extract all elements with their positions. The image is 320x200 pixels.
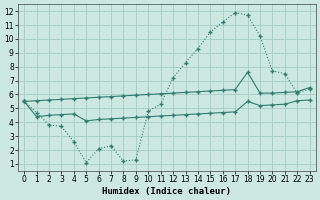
X-axis label: Humidex (Indice chaleur): Humidex (Indice chaleur) bbox=[102, 187, 231, 196]
